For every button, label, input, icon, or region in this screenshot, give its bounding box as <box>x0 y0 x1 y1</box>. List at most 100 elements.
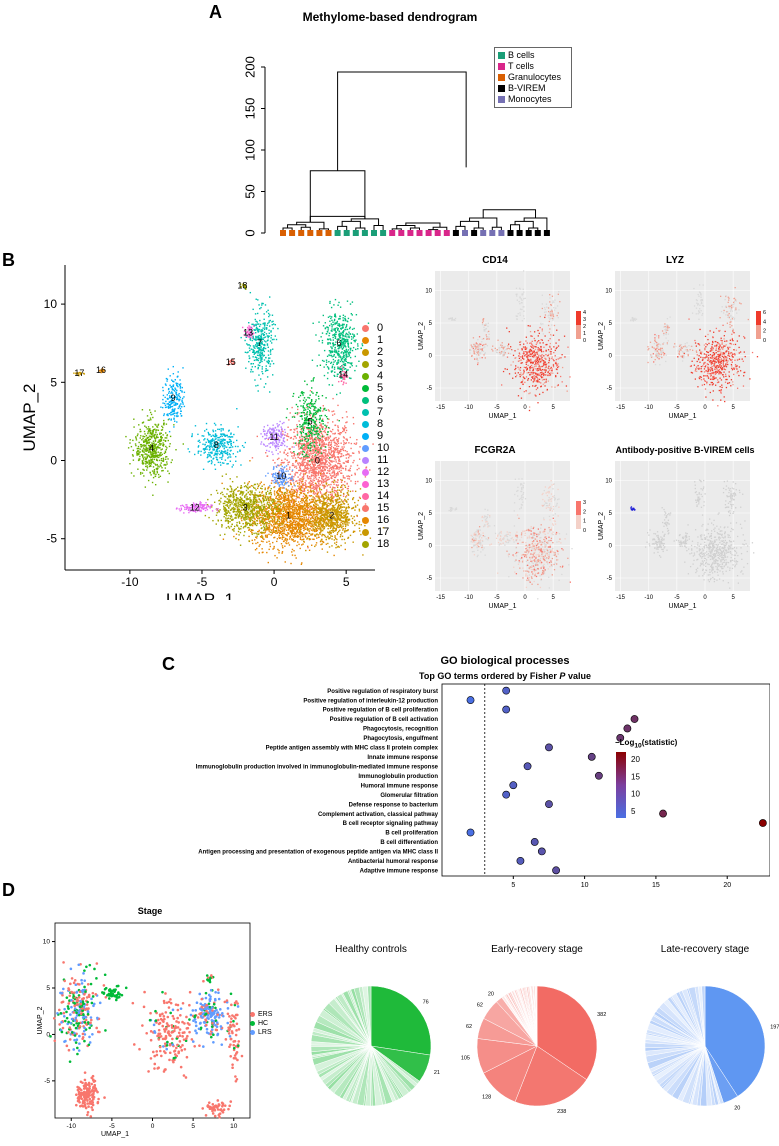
umap-point <box>308 449 311 451</box>
umap-point <box>310 453 312 455</box>
umap-point <box>325 454 327 456</box>
umap-point <box>305 483 307 485</box>
umap-point <box>331 521 333 523</box>
umap-point <box>148 451 150 453</box>
umap-point <box>332 433 334 435</box>
umap-point <box>282 546 284 549</box>
umap-point <box>225 514 228 517</box>
umap-point <box>339 501 341 503</box>
umap-point <box>320 458 323 460</box>
umap-point <box>256 511 259 513</box>
umap-point <box>137 452 139 455</box>
umap-point <box>273 492 276 494</box>
umap-point <box>317 485 320 488</box>
umap-point <box>269 531 272 533</box>
umap-point <box>156 448 158 450</box>
umap-point <box>330 535 332 537</box>
umap-point <box>295 444 297 446</box>
umap-point <box>305 516 307 518</box>
umap-point <box>250 523 253 526</box>
umap-point <box>355 506 357 508</box>
umap-point <box>291 512 293 514</box>
umap-point <box>345 530 347 532</box>
umap-point <box>146 442 148 444</box>
umap-point <box>315 489 318 491</box>
umap-point <box>296 544 298 547</box>
umap-point <box>289 473 292 475</box>
dendro-ytick-label: 50 <box>243 184 258 198</box>
umap-point <box>250 516 253 518</box>
umap-point <box>281 493 283 495</box>
umap-point <box>307 435 310 437</box>
umap-point <box>161 425 163 428</box>
umap-point <box>322 445 325 447</box>
umap-point <box>150 419 152 421</box>
umap-point <box>314 487 317 489</box>
umap-point <box>318 506 320 508</box>
umap-point <box>158 476 160 479</box>
umap-point <box>233 530 235 532</box>
umap-point <box>145 446 147 449</box>
umap-point <box>296 482 299 484</box>
umap-point <box>326 476 328 479</box>
umap-point <box>234 510 236 513</box>
umap-point <box>319 512 322 515</box>
umap-point <box>298 523 301 525</box>
umap-point <box>332 506 335 508</box>
umap-point <box>326 466 328 469</box>
umap-point <box>148 419 150 421</box>
umap-point <box>257 541 259 544</box>
umap-point <box>301 519 303 521</box>
umap-point <box>297 516 300 518</box>
umap-point <box>334 516 336 519</box>
umap-point <box>318 520 320 523</box>
umap-point <box>276 557 278 559</box>
umap-point <box>273 547 275 549</box>
umap-point <box>261 527 263 529</box>
umap-point <box>281 545 284 547</box>
umap-point <box>251 503 253 506</box>
umap-ytick-label: 10 <box>44 297 58 311</box>
umap-point <box>247 491 249 494</box>
umap-point <box>328 458 330 460</box>
umap-point <box>295 480 297 483</box>
umap-point <box>283 517 285 519</box>
umap-point <box>263 524 265 526</box>
umap-point <box>233 508 235 510</box>
umap-point <box>155 473 157 476</box>
umap-point <box>330 495 333 497</box>
umap-point <box>255 536 257 538</box>
umap-point <box>289 505 291 508</box>
umap-point <box>310 490 313 492</box>
umap-point <box>328 533 331 535</box>
umap-point <box>322 518 325 520</box>
umap-point <box>276 492 279 494</box>
umap-point <box>340 521 342 524</box>
umap-point <box>325 450 327 452</box>
umap-point <box>153 435 155 437</box>
umap-point <box>329 530 331 533</box>
umap-point <box>345 442 348 444</box>
umap-point <box>331 508 334 511</box>
umap-point <box>324 518 327 520</box>
umap-point <box>306 452 308 454</box>
umap-point <box>291 452 293 454</box>
dendro-legend-label: Monocytes <box>508 94 552 104</box>
umap-point <box>302 509 305 511</box>
umap-point <box>255 510 258 512</box>
umap-point <box>269 499 271 501</box>
umap-point <box>349 436 352 439</box>
umap-point <box>145 434 148 437</box>
umap-point <box>296 432 299 434</box>
umap-point <box>317 523 320 525</box>
umap-point <box>264 495 267 498</box>
umap-point <box>278 537 281 540</box>
umap-point <box>317 497 320 499</box>
umap-point <box>291 416 294 418</box>
umap-point <box>278 516 280 518</box>
umap-point <box>140 435 142 437</box>
umap-point <box>265 524 268 526</box>
umap-point <box>348 519 351 521</box>
umap-point <box>341 427 344 429</box>
